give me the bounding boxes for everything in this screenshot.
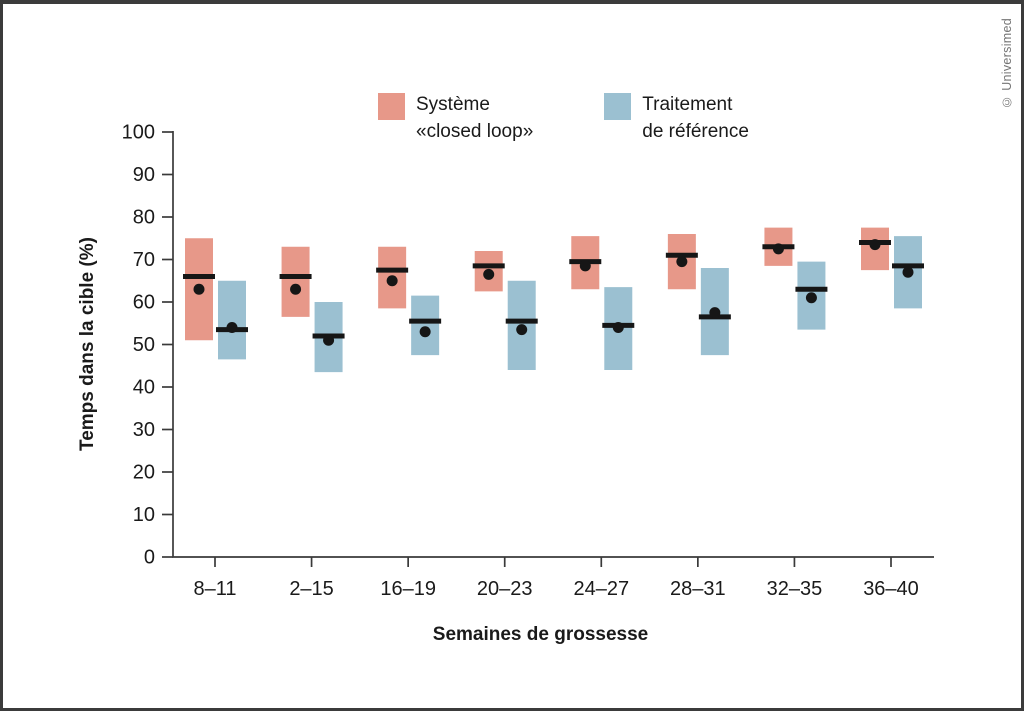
mean-dot-reference-0: [226, 322, 238, 333]
axes-line: [172, 131, 934, 558]
mean-dot-closed-loop-0: [193, 283, 205, 295]
mean-dot-closed-loop-1: [290, 283, 302, 295]
x-tick-label: 16–19: [380, 578, 436, 600]
x-tick-label: 20–23: [477, 578, 533, 600]
x-tick-label: 36–40: [863, 578, 919, 600]
range-bar-reference-0: [218, 280, 246, 360]
x-tick-label: 32–35: [767, 578, 823, 600]
x-axis-title: Semaines de grossesse: [432, 624, 649, 645]
y-tick-label: 70: [133, 249, 155, 271]
legend-entry-reference: Traitement de référence: [604, 91, 749, 145]
legend-label-closed-loop: Système «closed loop»: [416, 91, 533, 145]
mean-dot-reference-4: [612, 322, 624, 333]
chart-legend: Système «closed loop» Traitement de réfé…: [378, 91, 749, 145]
chart-canvas: 0 10 20 30 40 50 60 70 80 90 100 8–11 2–15 16–19 20–23…: [122, 122, 934, 600]
y-tick-label: 80: [133, 207, 155, 229]
legend-swatch-closed-loop: [378, 93, 405, 120]
y-tick-label: 90: [133, 164, 155, 186]
mean-dot-closed-loop-7: [869, 239, 881, 251]
mean-dot-closed-loop-5: [676, 256, 688, 268]
y-tick-label: 20: [133, 462, 155, 484]
y-tick-label: 100: [122, 122, 155, 144]
mean-dot-closed-loop-2: [386, 275, 398, 287]
legend-label-closed-loop-line2: «closed loop»: [416, 121, 534, 142]
x-tick-label: 24–27: [573, 578, 629, 600]
mean-dot-reference-5: [709, 307, 721, 319]
mean-dot-closed-loop-4: [579, 260, 591, 272]
x-tick-label: 28–31: [670, 578, 726, 600]
x-tick-label: 8–11: [193, 578, 236, 600]
mean-dot-reference-1: [323, 334, 335, 346]
range-bar-reference-2: [411, 295, 440, 356]
legend-swatch-reference: [604, 93, 632, 120]
y-tick-label: 50: [133, 334, 155, 356]
legend-label-closed-loop-line1: Système: [416, 94, 490, 115]
mean-dot-closed-loop-3: [483, 268, 495, 280]
y-tick-label: 60: [133, 292, 155, 314]
mean-dot-reference-3: [516, 324, 528, 336]
mean-dot-closed-loop-6: [772, 243, 784, 255]
range-bar-closed-loop-1: [281, 246, 310, 317]
legend-label-reference-line2: de référence: [642, 121, 749, 142]
legend-label-reference-line1: Traitement: [642, 94, 733, 115]
y-tick-label: 0: [144, 547, 155, 569]
y-tick-label: 10: [133, 504, 155, 526]
mean-dot-reference-6: [805, 292, 817, 304]
y-tick-label: 40: [133, 377, 155, 399]
x-tick-label: 2–15: [289, 578, 334, 600]
y-tick-label: 30: [133, 419, 155, 441]
legend-entry-closed-loop: Système «closed loop»: [378, 91, 533, 145]
mean-dot-reference-2: [419, 326, 431, 338]
legend-label-reference: Traitement de référence: [642, 91, 749, 145]
mean-dot-reference-7: [902, 266, 914, 278]
